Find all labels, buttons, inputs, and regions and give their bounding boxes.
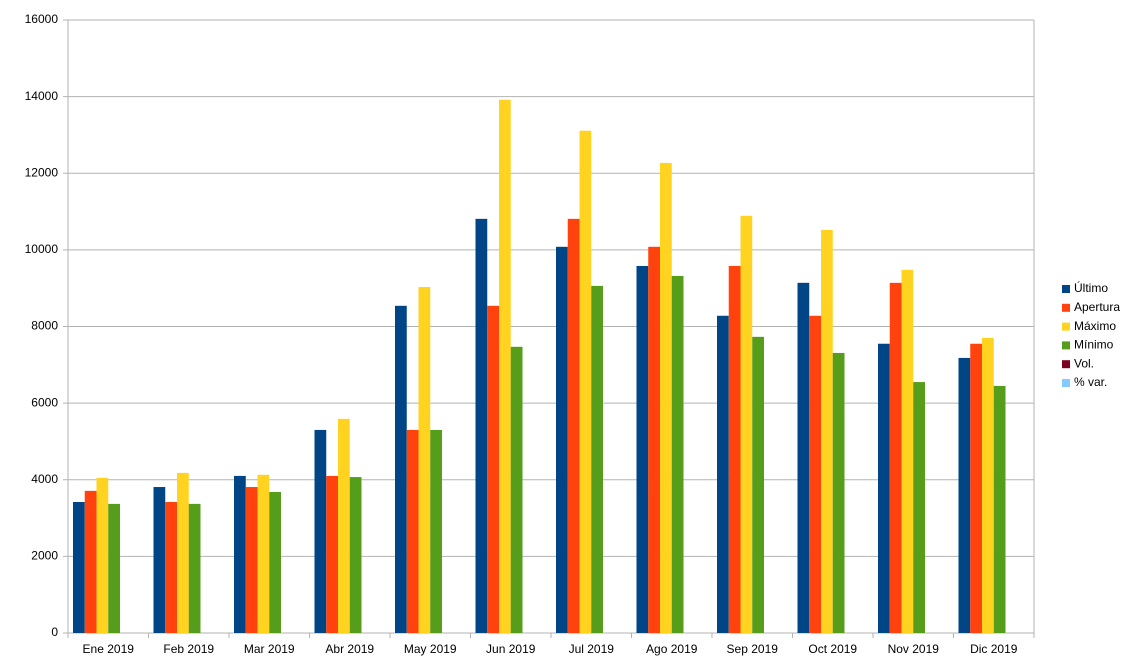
bar	[314, 429, 327, 633]
bar	[556, 246, 568, 633]
bar	[889, 282, 902, 633]
y-tick-label: 10000	[25, 242, 59, 256]
x-tick-label: Mar 2019	[244, 642, 295, 656]
bar	[636, 265, 649, 633]
legend-swatch	[1062, 303, 1070, 312]
legend-swatch	[1062, 285, 1070, 293]
y-tick-label: 6000	[31, 395, 58, 409]
x-tick-label: Ene 2019	[83, 642, 135, 656]
y-tick-label: 4000	[31, 472, 58, 486]
bar	[740, 215, 753, 634]
legend-label: Último	[1074, 280, 1108, 295]
bar	[993, 385, 1006, 633]
x-tick-label: Jun 2019	[486, 642, 536, 656]
bar	[338, 418, 350, 633]
bar	[660, 162, 672, 633]
x-tick-label: Sep 2019	[727, 642, 779, 656]
legend-swatch	[1062, 360, 1070, 369]
bar	[510, 346, 523, 633]
x-tick-label: Dic 2019	[970, 642, 1018, 656]
bar	[418, 287, 431, 633]
bar	[108, 503, 120, 633]
legend-label: Máximo	[1074, 319, 1116, 333]
bar	[970, 343, 982, 633]
bar	[832, 352, 845, 633]
legend-swatch	[1062, 341, 1070, 350]
bar	[648, 246, 660, 633]
bar	[913, 382, 925, 633]
bar	[234, 475, 246, 633]
legend-swatch	[1062, 379, 1070, 387]
bar	[73, 501, 85, 633]
x-tick-label: Ago 2019	[646, 642, 698, 656]
x-tick-label: Abr 2019	[325, 642, 374, 656]
bar	[821, 229, 833, 633]
legend-label: % var.	[1074, 375, 1107, 389]
bar	[579, 130, 592, 633]
bar	[958, 357, 971, 633]
bar	[671, 275, 684, 633]
bar	[809, 315, 821, 633]
y-tick-label: 16000	[25, 12, 59, 26]
bar	[395, 305, 407, 633]
bar	[752, 336, 764, 633]
bar	[349, 477, 362, 633]
bar	[188, 503, 201, 633]
bar	[245, 487, 258, 633]
bar	[567, 218, 580, 634]
bar	[257, 474, 270, 633]
bar	[84, 490, 97, 633]
bar	[269, 492, 281, 633]
legend-label: Apertura	[1074, 300, 1120, 314]
bar	[96, 477, 109, 633]
y-tick-label: 12000	[25, 165, 59, 179]
legend-label: Vol.	[1074, 356, 1094, 370]
y-tick-label: 14000	[25, 89, 59, 103]
x-tick-label: Jul 2019	[569, 642, 615, 656]
y-tick-label: 0	[51, 625, 58, 639]
bar	[177, 472, 189, 633]
bar	[499, 99, 511, 633]
x-tick-label: May 2019	[404, 642, 457, 656]
bar	[430, 429, 442, 633]
bar	[717, 315, 729, 633]
bar	[728, 265, 741, 633]
y-tick-label: 2000	[31, 549, 58, 563]
x-tick-label: Nov 2019	[888, 642, 940, 656]
bar	[797, 282, 810, 633]
y-tick-label: 8000	[31, 319, 58, 333]
bar	[406, 429, 419, 633]
bar	[487, 305, 499, 633]
bar	[326, 475, 338, 633]
bar	[153, 487, 166, 633]
legend-swatch	[1062, 322, 1070, 331]
bar	[982, 337, 994, 633]
bar	[591, 285, 603, 633]
bar	[475, 218, 488, 634]
legend-label: Mínimo	[1074, 338, 1114, 352]
bar	[878, 343, 890, 633]
bar	[901, 269, 914, 633]
x-tick-label: Oct 2019	[808, 642, 857, 656]
x-tick-label: Feb 2019	[163, 642, 214, 656]
bar	[165, 501, 177, 633]
